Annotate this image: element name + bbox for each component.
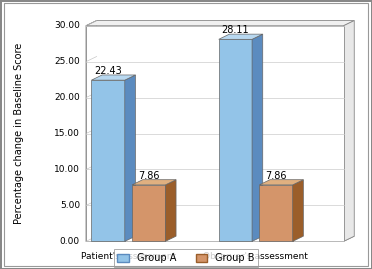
Text: 28.11: 28.11 — [222, 25, 249, 35]
Legend: Group A, Group B: Group A, Group B — [113, 249, 259, 267]
Polygon shape — [86, 20, 354, 26]
Polygon shape — [92, 75, 135, 80]
Text: 0.00: 0.00 — [60, 237, 80, 246]
Polygon shape — [259, 185, 293, 241]
Polygon shape — [219, 39, 252, 241]
Polygon shape — [125, 75, 135, 241]
Polygon shape — [252, 34, 263, 241]
Text: Observer's assessment: Observer's assessment — [203, 252, 308, 261]
Polygon shape — [166, 180, 176, 241]
Polygon shape — [132, 185, 166, 241]
Polygon shape — [219, 34, 263, 39]
Polygon shape — [86, 20, 97, 241]
Text: 7.86: 7.86 — [265, 171, 287, 180]
Polygon shape — [86, 26, 344, 241]
Text: 25.00: 25.00 — [54, 57, 80, 66]
Text: 20.00: 20.00 — [54, 93, 80, 102]
Polygon shape — [86, 236, 354, 241]
Text: 22.43: 22.43 — [94, 66, 122, 76]
Text: 10.00: 10.00 — [54, 165, 80, 174]
Text: 5.00: 5.00 — [60, 201, 80, 210]
Text: 15.00: 15.00 — [54, 129, 80, 138]
Text: Percentage change in Baseline Score: Percentage change in Baseline Score — [14, 43, 24, 224]
Polygon shape — [92, 80, 125, 241]
Polygon shape — [344, 20, 354, 241]
Polygon shape — [132, 180, 176, 185]
Text: Patient's assessment: Patient's assessment — [81, 252, 176, 261]
Text: 30.00: 30.00 — [54, 21, 80, 30]
Text: 7.86: 7.86 — [138, 171, 160, 180]
Polygon shape — [293, 180, 303, 241]
Polygon shape — [259, 180, 303, 185]
